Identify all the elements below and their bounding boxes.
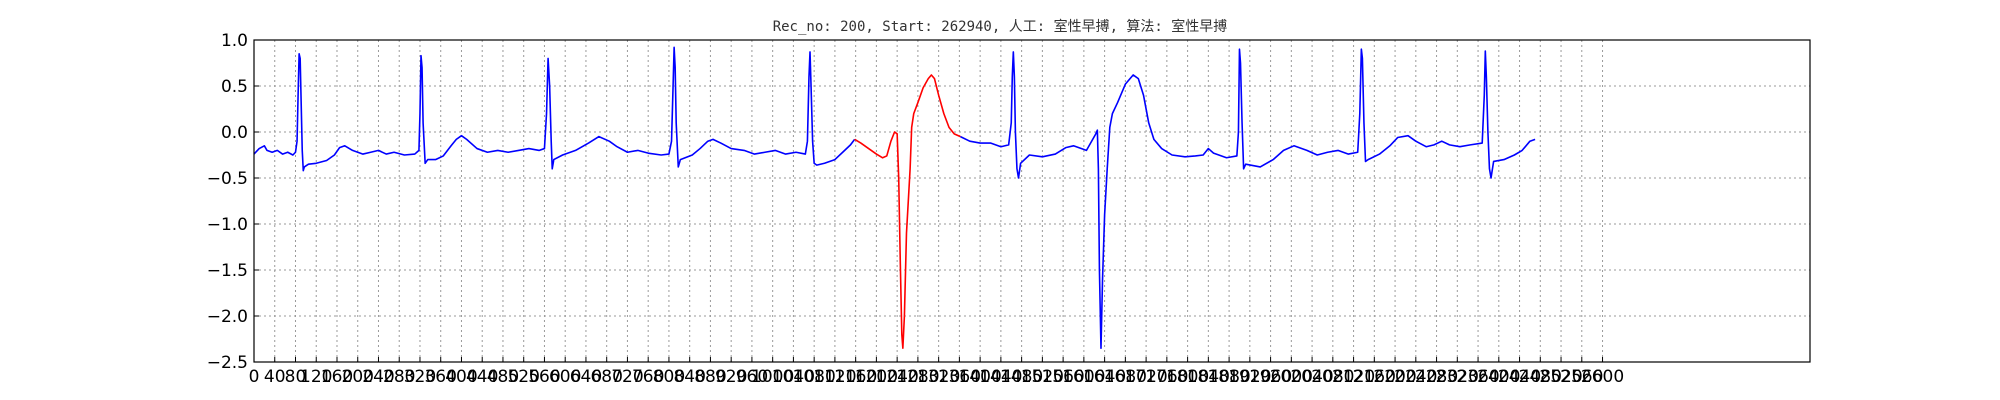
x-tick-label-54: 2160 (1353, 367, 1396, 387)
x-tick-label-41: 1640 (1083, 367, 1126, 387)
grid-lines (253, 39, 1810, 363)
x-tick-label-20: 800 (653, 367, 685, 387)
x-tick-label-46: 1840 (1187, 367, 1230, 387)
x-tick-label-50: 2000 (1270, 367, 1313, 387)
x-tick-label-57: 2280 (1415, 367, 1458, 387)
x-tick-label-18: 720 (611, 367, 643, 387)
x-tick-label-38: 1520 (1021, 367, 1064, 387)
x-tick-label-53: 2120 (1332, 367, 1375, 387)
x-tick-label-28: 1120 (813, 367, 856, 387)
x-tick-label-27: 1080 (793, 367, 836, 387)
x-tick-label-40: 1600 (1062, 367, 1105, 387)
x-tick-label-29: 1160 (834, 367, 877, 387)
x-tick-label-63: 2520 (1539, 367, 1582, 387)
y-tick-label-2: 0.0 (221, 123, 248, 143)
x-tick-label-26: 1040 (772, 367, 815, 387)
y-tick-label-0: 1.0 (221, 31, 248, 51)
x-tick-label-36: 1440 (979, 367, 1022, 387)
x-tick-label-48: 1920 (1228, 367, 1271, 387)
y-tick-label-1: 0.5 (221, 77, 248, 97)
x-tick-label-32: 1280 (896, 367, 939, 387)
x-tick-label-43: 1720 (1124, 367, 1167, 387)
x-tick-label-64: 2560 (1560, 367, 1603, 387)
x-tick-label-10: 400 (445, 367, 477, 387)
x-tick-label-47: 1880 (1207, 367, 1250, 387)
x-tick-label-25: 1000 (751, 367, 794, 387)
chart-title: Rec_no: 200, Start: 262940, 人工: 室性早搏, 算法… (773, 18, 1228, 35)
x-tick-label-56: 2240 (1394, 367, 1437, 387)
x-tick-label-42: 1680 (1104, 367, 1147, 387)
x-tick-label-6: 240 (362, 367, 394, 387)
x-axis-ticks: 0 40 8012016020024028032036040044048052056… (249, 357, 1624, 387)
x-tick-label-30: 1200 (855, 367, 898, 387)
x-tick-label-33: 1320 (917, 367, 960, 387)
x-tick-label-44: 1760 (1145, 367, 1188, 387)
x-tick-label-1: 40 (264, 367, 286, 387)
x-tick-label-37: 1480 (1000, 367, 1043, 387)
x-tick-label-0: 0 (249, 367, 260, 387)
x-tick-label-24: 960 (736, 367, 768, 387)
y-axis-ticks: 1.0 0.5 0.0 −0.5 −1.0 −1.5 −2.0 −2.5 (207, 31, 259, 373)
y-tick-label-3: −0.5 (207, 169, 248, 189)
x-tick-label-23: 920 (715, 367, 747, 387)
x-tick-label-12: 480 (487, 367, 519, 387)
x-tick-label-52: 2080 (1311, 367, 1354, 387)
x-tick-label-9: 360 (424, 367, 456, 387)
x-tick-label-14: 560 (528, 367, 560, 387)
x-tick-label-51: 2040 (1290, 367, 1333, 387)
series-line-0 (253, 46, 856, 172)
x-tick-label-13: 520 (507, 367, 539, 387)
x-tick-label-16: 640 (570, 367, 602, 387)
x-tick-label-65: 2600 (1581, 367, 1624, 387)
x-tick-label-31: 1240 (876, 367, 919, 387)
x-tick-label-5: 200 (342, 367, 374, 387)
y-tick-label-4: −1.0 (207, 215, 248, 235)
x-tick-label-11: 440 (466, 367, 498, 387)
x-tick-label-49: 1960 (1249, 367, 1292, 387)
x-tick-label-61: 2440 (1498, 367, 1541, 387)
x-tick-label-8: 320 (404, 367, 436, 387)
series-line-2 (960, 48, 1536, 349)
x-tick-label-59: 2360 (1456, 367, 1499, 387)
x-tick-label-62: 2480 (1519, 367, 1562, 387)
series-line-1 (854, 74, 961, 349)
x-tick-label-21: 840 (673, 367, 705, 387)
x-tick-label-60: 2400 (1477, 367, 1520, 387)
x-tick-label-22: 880 (694, 367, 726, 387)
x-tick-label-7: 280 (383, 367, 415, 387)
x-tick-label-15: 600 (549, 367, 581, 387)
y-tick-label-7: −2.5 (207, 353, 248, 373)
x-tick-label-19: 760 (632, 367, 664, 387)
x-tick-label-34: 1360 (938, 367, 981, 387)
x-tick-label-45: 1800 (1166, 367, 1209, 387)
x-tick-label-58: 2320 (1436, 367, 1479, 387)
x-tick-label-4: 160 (321, 367, 353, 387)
x-tick-label-17: 680 (590, 367, 622, 387)
x-tick-label-35: 1400 (959, 367, 1002, 387)
x-tick-label-3: 120 (300, 367, 332, 387)
signal-series (253, 46, 1536, 349)
x-tick-label-2: 80 (285, 367, 307, 387)
x-tick-label-55: 2200 (1373, 367, 1416, 387)
x-tick-label-39: 1560 (1041, 367, 1084, 387)
plot-frame (253, 39, 1811, 363)
y-tick-label-6: −2.0 (207, 307, 248, 327)
y-tick-label-5: −1.5 (207, 261, 248, 281)
